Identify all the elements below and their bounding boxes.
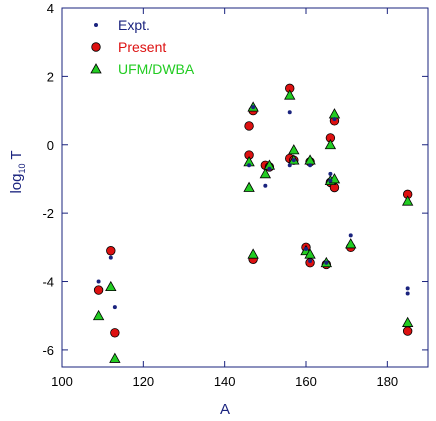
data-point-ufm-dwba xyxy=(328,108,341,119)
x-tick-label: 100 xyxy=(51,374,73,389)
data-point-ufm-dwba xyxy=(284,89,296,100)
legend-marker-expt xyxy=(94,23,98,27)
data-point-ufm-dwba xyxy=(304,248,316,259)
legend-marker-present xyxy=(91,42,101,52)
data-point-present xyxy=(110,328,120,338)
data-point-ufm-dwba xyxy=(259,168,272,179)
data-point-expt xyxy=(328,171,333,176)
data-point-ufm-dwba xyxy=(105,280,117,292)
data-point-expt xyxy=(405,291,410,296)
y-axis-title: log10 T xyxy=(8,150,27,193)
y-axis-title-end: T xyxy=(8,150,25,163)
data-point-expt xyxy=(308,163,313,168)
legend-marker-ufm-dwba xyxy=(90,63,102,74)
legend: Expt. Present UFM/DWBA xyxy=(90,17,195,77)
y-axis-title-main: log xyxy=(8,174,25,194)
points-layer xyxy=(92,83,414,363)
data-point-expt xyxy=(112,305,117,310)
data-point-ufm-dwba xyxy=(288,144,300,155)
y-tick-label: 2 xyxy=(47,69,54,84)
y-tick-label: -2 xyxy=(42,206,54,221)
data-point-ufm-dwba xyxy=(401,316,414,327)
x-tick-label: 120 xyxy=(132,374,154,389)
data-point-expt xyxy=(328,178,333,183)
data-point-ufm-dwba xyxy=(324,138,337,150)
data-point-expt xyxy=(287,163,292,168)
ticks-layer: 100 120 140 160 180 -6 -4 -2 0 2 4 xyxy=(42,1,428,389)
plot-frame xyxy=(61,7,429,368)
data-point-ufm-dwba xyxy=(109,352,121,363)
data-point-expt xyxy=(332,117,337,122)
data-point-expt xyxy=(247,163,252,168)
data-point-present xyxy=(93,285,104,295)
data-point-ufm-dwba xyxy=(243,181,255,192)
data-point-present xyxy=(106,246,116,256)
data-point-expt xyxy=(267,166,272,171)
data-point-expt xyxy=(108,255,113,260)
y-tick-label: -4 xyxy=(42,275,54,290)
data-point-expt xyxy=(324,260,329,265)
legend-label-present: Present xyxy=(118,39,166,55)
data-point-expt xyxy=(348,233,353,238)
x-tick-label: 140 xyxy=(214,374,236,389)
data-point-expt xyxy=(405,286,410,291)
data-point-ufm-dwba xyxy=(345,238,357,249)
x-tick-label: 160 xyxy=(295,374,317,389)
axes-layer xyxy=(61,7,429,368)
data-point-expt xyxy=(263,183,268,188)
data-point-expt xyxy=(308,259,313,264)
data-point-ufm-dwba xyxy=(247,248,259,259)
data-point-expt xyxy=(251,105,256,110)
y-tick-label: -6 xyxy=(42,343,54,358)
legend-label-expt: Expt. xyxy=(118,17,150,33)
x-tick-label: 180 xyxy=(376,374,398,389)
legend-label-ufm-dwba: UFM/DWBA xyxy=(118,61,195,77)
data-point-expt xyxy=(291,158,296,163)
data-point-ufm-dwba xyxy=(92,309,105,321)
data-point-present xyxy=(244,121,254,131)
x-axis-title: A xyxy=(220,401,230,418)
data-point-present xyxy=(402,326,413,336)
y-axis-title-subscript: 10 xyxy=(17,164,27,174)
data-point-ufm-dwba xyxy=(401,195,414,206)
y-tick-label: 4 xyxy=(47,1,54,16)
axis-titles: A log10 T xyxy=(8,150,230,418)
y-tick-label: 0 xyxy=(47,138,54,153)
data-point-expt xyxy=(96,279,101,284)
data-point-expt xyxy=(304,247,308,252)
data-point-expt xyxy=(287,110,292,115)
